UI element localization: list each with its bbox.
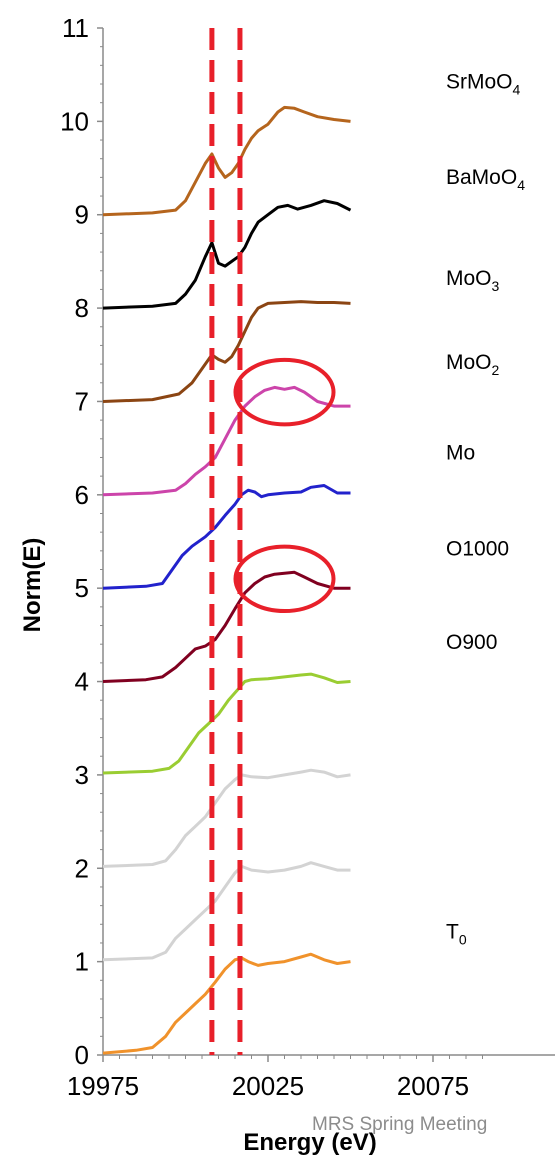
series-line-unlabeled-7 (102, 768, 351, 868)
series-label-subscript: 0 (459, 931, 467, 947)
y-tick-label: 0 (75, 1040, 89, 1070)
y-tick-label: 1 (75, 947, 89, 977)
series-label-main: O900 (446, 631, 497, 654)
series-label-mo: Mo (446, 441, 475, 464)
highlight-circle (233, 544, 336, 614)
y-tick-label: 5 (75, 573, 89, 603)
series-label-subscript: 4 (513, 82, 521, 98)
x-tick-label: 20075 (397, 1071, 469, 1101)
series-line-t0 (102, 952, 351, 1055)
series-line-bamoo4 (102, 199, 352, 310)
series-line-mo (102, 484, 351, 590)
y-tick-label: 11 (62, 13, 89, 43)
series-label-main: O1000 (446, 538, 509, 561)
series-line-o900 (102, 672, 351, 775)
series-label-main: MoO (446, 267, 492, 290)
series-label-o900: O900 (446, 631, 497, 654)
series-label-bamoo4: BaMoO4 (446, 166, 525, 193)
series-label-main: BaMoO (446, 166, 517, 189)
y-tick-label: 7 (75, 386, 89, 416)
series-label-moo3: MoO3 (446, 267, 500, 294)
watermark-text: MRS Spring Meeting (312, 1114, 487, 1135)
axes: 0 1 2 3 4 5 6 7 8 9 10 11 19975 20025 20075 (60, 13, 555, 1101)
x-axis-title: Energy (eV) (243, 1129, 376, 1156)
x-tick-label: 20025 (232, 1071, 304, 1101)
series-label-subscript: 2 (492, 362, 500, 378)
y-tick-label: 6 (75, 480, 89, 510)
series-layer (102, 105, 352, 1055)
series-line-unlabeled-8 (102, 861, 351, 962)
series-line-moo2 (102, 385, 351, 497)
x-tick-label: 19975 (67, 1071, 139, 1101)
y-tick-label: 4 (75, 667, 89, 697)
series-line-o1000 (102, 570, 351, 683)
y-tick-label: 2 (75, 853, 89, 883)
series-label-main: T (446, 920, 459, 943)
y-axis-title: Norm(E) (19, 538, 46, 633)
series-label-t0: T0 (446, 920, 467, 947)
y-tick-label: 10 (60, 106, 89, 136)
series-line-srmoo4 (102, 105, 351, 217)
y-tick-label: 8 (75, 293, 89, 323)
series-label-moo2: MoO2 (446, 351, 500, 378)
highlight-circle (233, 357, 336, 427)
series-label-o1000: O1000 (446, 538, 509, 561)
series-label-main: Mo (446, 441, 475, 464)
y-tick-label: 9 (75, 200, 89, 230)
y-tick-label: 3 (75, 760, 89, 790)
series-label-subscript: 4 (517, 177, 525, 193)
annotation-layer (209, 28, 336, 1055)
series-label-subscript: 3 (492, 278, 500, 294)
series-label-main: MoO (446, 351, 492, 374)
series-line-moo3 (102, 300, 351, 403)
series-label-main: SrMoO (446, 71, 513, 94)
series-label-srmoo4: SrMoO4 (446, 71, 521, 98)
